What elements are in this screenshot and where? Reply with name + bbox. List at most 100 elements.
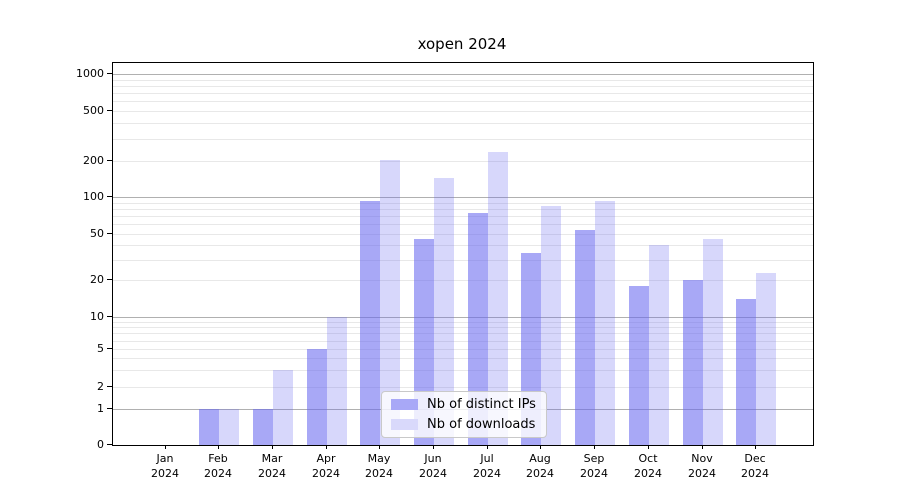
gridline-major-1000 bbox=[113, 74, 813, 75]
gridline-minor-20 bbox=[113, 280, 813, 281]
bar-nb-of-distinct-ips-nov-2024 bbox=[683, 280, 703, 445]
y-tick-mark-100 bbox=[107, 196, 112, 197]
bar-nb-of-downloads-apr-2024 bbox=[327, 317, 347, 445]
x-tick-mark-oct-2024 bbox=[648, 445, 649, 449]
y-tick-mark-5 bbox=[107, 348, 112, 349]
x-tick-mark-jun-2024 bbox=[433, 445, 434, 449]
x-tick-mark-sep-2024 bbox=[594, 445, 595, 449]
y-tick-label-1000: 1000 bbox=[76, 67, 104, 80]
x-tick-mark-jul-2024 bbox=[487, 445, 488, 449]
legend-label-distinct-ips: Nb of distinct IPs bbox=[427, 397, 536, 412]
x-tick-label-dec-2024: Dec 2024 bbox=[741, 452, 769, 480]
gridline-minor-800 bbox=[113, 86, 813, 87]
legend-row-distinct-ips: Nb of distinct IPs bbox=[391, 397, 537, 412]
bar-nb-of-downloads-mar-2024 bbox=[273, 370, 293, 445]
x-tick-label-aug-2024: Aug 2024 bbox=[526, 452, 554, 480]
gridline-major-100 bbox=[113, 197, 813, 198]
y-tick-label-5: 5 bbox=[97, 342, 104, 355]
x-tick-label-nov-2024: Nov 2024 bbox=[688, 452, 716, 480]
gridline-major-10 bbox=[113, 317, 813, 318]
gridline-minor-7 bbox=[113, 333, 813, 334]
y-tick-label-100: 100 bbox=[83, 190, 104, 203]
y-tick-mark-10 bbox=[107, 316, 112, 317]
bar-nb-of-distinct-ips-may-2024 bbox=[360, 201, 380, 445]
bar-nb-of-distinct-ips-sep-2024 bbox=[575, 230, 595, 445]
x-tick-mark-may-2024 bbox=[379, 445, 380, 449]
x-tick-label-mar-2024: Mar 2024 bbox=[258, 452, 286, 480]
gridline-minor-300 bbox=[113, 139, 813, 140]
gridline-minor-2 bbox=[113, 387, 813, 388]
y-tick-mark-0 bbox=[107, 444, 112, 445]
y-tick-mark-20 bbox=[107, 279, 112, 280]
gridline-minor-9 bbox=[113, 322, 813, 323]
gridline-minor-6 bbox=[113, 341, 813, 342]
y-tick-label-10: 10 bbox=[90, 310, 104, 323]
bar-nb-of-downloads-jun-2024 bbox=[434, 178, 454, 445]
x-tick-label-sep-2024: Sep 2024 bbox=[580, 452, 608, 480]
gridline-minor-3 bbox=[113, 370, 813, 371]
bar-nb-of-downloads-nov-2024 bbox=[703, 239, 723, 445]
bar-nb-of-downloads-may-2024 bbox=[380, 160, 400, 445]
gridline-minor-30 bbox=[113, 260, 813, 261]
legend-label-downloads: Nb of downloads bbox=[427, 417, 536, 432]
y-tick-label-20: 20 bbox=[90, 273, 104, 286]
bar-nb-of-downloads-oct-2024 bbox=[649, 245, 669, 445]
x-tick-mark-nov-2024 bbox=[702, 445, 703, 449]
gridline-minor-900 bbox=[113, 80, 813, 81]
y-tick-mark-1 bbox=[107, 408, 112, 409]
gridline-minor-8 bbox=[113, 327, 813, 328]
gridline-minor-200 bbox=[113, 161, 813, 162]
bar-nb-of-distinct-ips-dec-2024 bbox=[736, 299, 756, 445]
x-tick-mark-dec-2024 bbox=[755, 445, 756, 449]
bar-nb-of-downloads-dec-2024 bbox=[756, 273, 776, 445]
y-tick-mark-500 bbox=[107, 110, 112, 111]
x-tick-mark-mar-2024 bbox=[272, 445, 273, 449]
y-tick-mark-1000 bbox=[107, 73, 112, 74]
x-tick-label-jun-2024: Jun 2024 bbox=[419, 452, 447, 480]
y-tick-label-50: 50 bbox=[90, 227, 104, 240]
x-tick-mark-jan-2024 bbox=[165, 445, 166, 449]
x-tick-mark-feb-2024 bbox=[218, 445, 219, 449]
bar-nb-of-downloads-aug-2024 bbox=[541, 206, 561, 445]
gridline-minor-60 bbox=[113, 224, 813, 225]
gridline-minor-40 bbox=[113, 245, 813, 246]
bar-nb-of-distinct-ips-oct-2024 bbox=[629, 286, 649, 445]
chart-title: xopen 2024 bbox=[417, 35, 507, 53]
x-tick-mark-aug-2024 bbox=[540, 445, 541, 449]
x-tick-mark-apr-2024 bbox=[326, 445, 327, 449]
gridline-minor-50 bbox=[113, 234, 813, 235]
legend-row-downloads: Nb of downloads bbox=[391, 417, 537, 432]
gridline-minor-500 bbox=[113, 111, 813, 112]
y-tick-label-2: 2 bbox=[97, 380, 104, 393]
bar-nb-of-distinct-ips-jul-2024 bbox=[468, 213, 488, 445]
x-tick-label-may-2024: May 2024 bbox=[365, 452, 393, 480]
y-tick-label-0: 0 bbox=[97, 438, 104, 451]
gridline-minor-5 bbox=[113, 349, 813, 350]
bar-nb-of-distinct-ips-feb-2024 bbox=[199, 409, 219, 445]
gridline-minor-600 bbox=[113, 101, 813, 102]
legend-swatch-distinct-ips bbox=[391, 399, 418, 410]
x-tick-label-jan-2024: Jan 2024 bbox=[151, 452, 179, 480]
y-tick-label-200: 200 bbox=[83, 154, 104, 167]
gridline-minor-70 bbox=[113, 216, 813, 217]
gridline-minor-400 bbox=[113, 123, 813, 124]
gridline-minor-700 bbox=[113, 93, 813, 94]
plot-area bbox=[112, 62, 814, 446]
gridline-minor-80 bbox=[113, 209, 813, 210]
bar-nb-of-distinct-ips-apr-2024 bbox=[307, 349, 327, 445]
x-tick-label-feb-2024: Feb 2024 bbox=[204, 452, 232, 480]
bar-nb-of-distinct-ips-mar-2024 bbox=[253, 409, 273, 445]
bar-nb-of-downloads-feb-2024 bbox=[219, 409, 239, 445]
y-tick-label-500: 500 bbox=[83, 104, 104, 117]
bar-nb-of-downloads-sep-2024 bbox=[595, 201, 615, 445]
legend-swatch-downloads bbox=[391, 419, 418, 430]
gridline-minor-90 bbox=[113, 203, 813, 204]
y-tick-label-1: 1 bbox=[97, 402, 104, 415]
y-tick-mark-2 bbox=[107, 386, 112, 387]
x-tick-label-oct-2024: Oct 2024 bbox=[634, 452, 662, 480]
bar-nb-of-downloads-jul-2024 bbox=[488, 152, 508, 445]
legend: Nb of distinct IPs Nb of downloads bbox=[381, 391, 547, 438]
x-tick-label-apr-2024: Apr 2024 bbox=[312, 452, 340, 480]
y-tick-mark-50 bbox=[107, 233, 112, 234]
